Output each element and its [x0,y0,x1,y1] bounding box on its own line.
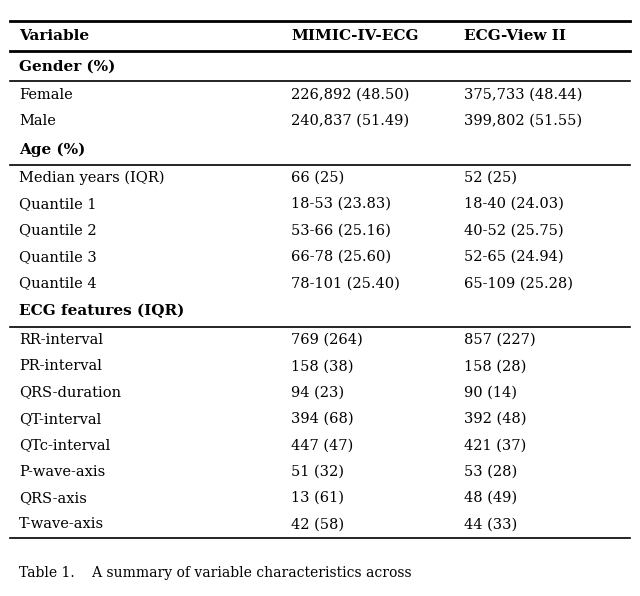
Text: 65-109 (25.28): 65-109 (25.28) [464,276,573,290]
Text: 158 (28): 158 (28) [464,359,526,373]
Text: Age (%): Age (%) [19,142,86,157]
Text: 90 (14): 90 (14) [464,386,517,399]
Text: 421 (37): 421 (37) [464,438,526,452]
Text: 66-78 (25.60): 66-78 (25.60) [291,250,391,264]
Text: 857 (227): 857 (227) [464,333,536,347]
Text: 53 (28): 53 (28) [464,465,517,479]
Text: 42 (58): 42 (58) [291,517,344,532]
Text: T-wave-axis: T-wave-axis [19,517,104,532]
Text: 394 (68): 394 (68) [291,412,354,426]
Text: 94 (23): 94 (23) [291,386,344,399]
Text: Variable: Variable [19,29,90,43]
Text: 240,837 (51.49): 240,837 (51.49) [291,114,410,128]
Text: Male: Male [19,114,56,128]
Text: Female: Female [19,88,73,102]
Text: PR-interval: PR-interval [19,359,102,373]
Text: Gender (%): Gender (%) [19,60,116,73]
Text: 66 (25): 66 (25) [291,170,344,185]
Text: ECG-View II: ECG-View II [464,29,566,43]
Text: 44 (33): 44 (33) [464,517,517,532]
Text: 392 (48): 392 (48) [464,412,527,426]
Text: 40-52 (25.75): 40-52 (25.75) [464,224,564,237]
Text: 18-40 (24.03): 18-40 (24.03) [464,197,564,211]
Text: Table 1.    A summary of variable characteristics across: Table 1. A summary of variable character… [19,566,412,581]
Text: 13 (61): 13 (61) [291,491,344,505]
Text: Quantile 1: Quantile 1 [19,197,97,211]
Text: 447 (47): 447 (47) [291,438,353,452]
Text: 51 (32): 51 (32) [291,465,344,479]
Text: QRS-duration: QRS-duration [19,386,122,399]
Text: 18-53 (23.83): 18-53 (23.83) [291,197,391,211]
Text: 52-65 (24.94): 52-65 (24.94) [464,250,564,264]
Text: 769 (264): 769 (264) [291,333,363,347]
Text: Quantile 3: Quantile 3 [19,250,97,264]
Text: QT-interval: QT-interval [19,412,102,426]
Text: MIMIC-IV-ECG: MIMIC-IV-ECG [291,29,419,43]
Text: QTc-interval: QTc-interval [19,438,111,452]
Text: Quantile 4: Quantile 4 [19,276,97,290]
Text: QRS-axis: QRS-axis [19,491,87,505]
Text: RR-interval: RR-interval [19,333,103,347]
Text: 226,892 (48.50): 226,892 (48.50) [291,88,410,102]
Text: P-wave-axis: P-wave-axis [19,465,106,479]
Text: 78-101 (25.40): 78-101 (25.40) [291,276,400,290]
Text: 53-66 (25.16): 53-66 (25.16) [291,224,391,237]
Text: 52 (25): 52 (25) [464,170,517,185]
Text: 158 (38): 158 (38) [291,359,354,373]
Text: 399,802 (51.55): 399,802 (51.55) [464,114,582,128]
Text: 375,733 (48.44): 375,733 (48.44) [464,88,582,102]
Text: Quantile 2: Quantile 2 [19,224,97,237]
Text: ECG features (IQR): ECG features (IQR) [19,305,184,319]
Text: Median years (IQR): Median years (IQR) [19,170,164,185]
Text: 48 (49): 48 (49) [464,491,517,505]
